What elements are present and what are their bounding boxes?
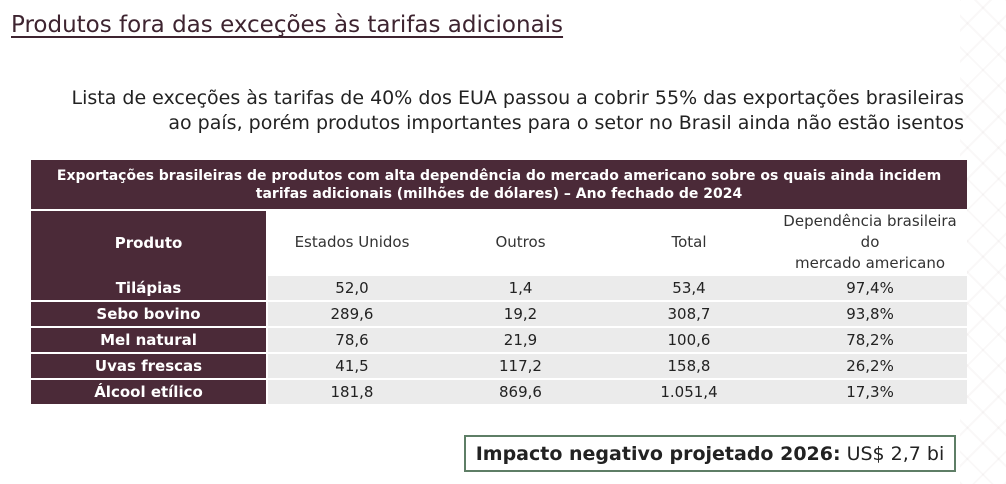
impact-box: Impacto negativo projetado 2026: US$ 2,7…: [464, 435, 956, 472]
table-header-row: Produto Estados Unidos Outros Total Depe…: [31, 210, 968, 276]
decorative-pattern: [960, 0, 1006, 484]
row-eua: 181,8: [267, 379, 436, 406]
table-caption-line-2: tarifas adicionais (milhões de dólares) …: [255, 185, 743, 202]
table-row: Álcool etílico 181,8 869,6 1.051,4 17,3%: [31, 379, 968, 406]
row-dependencia: 78,2%: [773, 327, 968, 354]
row-dependencia: 97,4%: [773, 275, 968, 302]
page-title: Produtos fora das exceções às tarifas ad…: [11, 12, 564, 38]
row-dependencia: 17,3%: [773, 379, 968, 406]
row-eua: 41,5: [267, 353, 436, 380]
table-row: Mel natural 78,6 21,9 100,6 78,2%: [31, 327, 968, 354]
impact-label: Impacto negativo projetado 2026:: [475, 442, 841, 465]
impact-value: US$ 2,7 bi: [846, 442, 945, 465]
header-estados-unidos: Estados Unidos: [267, 210, 436, 276]
row-outros: 19,2: [436, 301, 605, 328]
subtitle-line-1: Lista de exceções às tarifas de 40% dos …: [71, 87, 964, 109]
header-produto: Produto: [31, 210, 268, 275]
row-produto: Uvas frescas: [31, 353, 268, 380]
header-dependencia-line-2: mercado americano: [794, 254, 946, 272]
table-caption-line-1: Exportações brasileiras de produtos com …: [56, 167, 942, 184]
table-caption-row: Exportações brasileiras de produtos com …: [31, 160, 968, 211]
row-total: 308,7: [605, 301, 773, 328]
table-row: Tilápias 52,0 1,4 53,4 97,4%: [31, 275, 968, 302]
row-produto: Mel natural: [31, 327, 268, 354]
row-total: 158,8: [605, 353, 773, 380]
row-outros: 21,9: [436, 327, 605, 354]
header-dependencia-line-1: Dependência brasileira do: [783, 212, 957, 251]
row-produto: Sebo bovino: [31, 301, 268, 328]
table-row: Uvas frescas 41,5 117,2 158,8 26,2%: [31, 353, 968, 380]
row-eua: 78,6: [267, 327, 436, 354]
table-caption: Exportações brasileiras de produtos com …: [31, 160, 968, 211]
row-produto: Tilápias: [31, 275, 268, 302]
row-produto: Álcool etílico: [31, 379, 268, 406]
row-total: 1.051,4: [605, 379, 773, 406]
row-outros: 869,6: [436, 379, 605, 406]
subtitle: Lista de exceções às tarifas de 40% dos …: [40, 86, 964, 136]
header-total: Total: [605, 210, 773, 276]
row-total: 100,6: [605, 327, 773, 354]
exports-table: Exportações brasileiras de produtos com …: [31, 160, 968, 406]
row-outros: 1,4: [436, 275, 605, 302]
header-dependencia: Dependência brasileira do mercado americ…: [773, 210, 968, 276]
row-eua: 289,6: [267, 301, 436, 328]
row-outros: 117,2: [436, 353, 605, 380]
row-total: 53,4: [605, 275, 773, 302]
row-eua: 52,0: [267, 275, 436, 302]
table-row: Sebo bovino 289,6 19,2 308,7 93,8%: [31, 301, 968, 328]
subtitle-line-2: ao país, porém produtos importantes para…: [168, 112, 964, 134]
row-dependencia: 93,8%: [773, 301, 968, 328]
row-dependencia: 26,2%: [773, 353, 968, 380]
header-outros: Outros: [436, 210, 605, 276]
